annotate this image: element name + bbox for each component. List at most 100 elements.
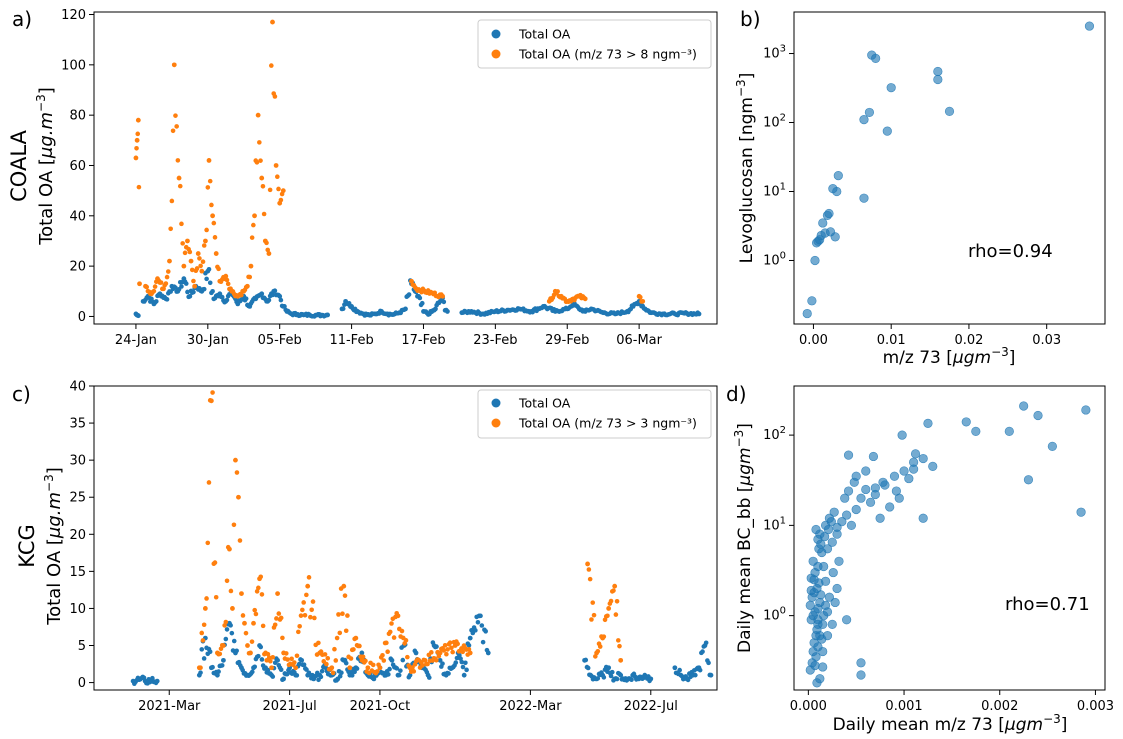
data-point	[223, 273, 229, 279]
data-point	[587, 576, 593, 582]
data-point	[248, 263, 254, 269]
data-point	[363, 658, 368, 664]
data-point	[253, 611, 259, 617]
data-point	[218, 646, 224, 652]
data-point	[325, 312, 331, 318]
data-point	[179, 221, 184, 227]
data-point	[176, 175, 182, 181]
data-point	[816, 539, 826, 549]
data-point	[918, 513, 928, 523]
data-point	[589, 617, 594, 622]
data-point	[243, 296, 249, 301]
panel-c-ylabel-close: ]	[44, 467, 65, 474]
data-point	[357, 643, 362, 649]
legend-label-total-oa-mz73: Total OA (m/z 73 > 8 ngm⁻³)	[518, 47, 697, 62]
data-point	[224, 277, 230, 283]
data-point	[183, 281, 189, 286]
y-tick-label: 102	[763, 113, 786, 131]
data-point	[832, 186, 842, 197]
data-point	[882, 126, 892, 136]
panel-b-ylabel-close: ]	[737, 73, 757, 80]
data-point	[234, 470, 240, 475]
data-point	[213, 594, 219, 600]
data-point	[834, 556, 844, 566]
data-point	[612, 583, 618, 589]
panel-b-ylabel-exp: −3	[734, 79, 748, 97]
data-point	[591, 612, 597, 618]
data-point	[918, 453, 928, 464]
data-point	[878, 477, 888, 487]
data-point	[478, 613, 483, 619]
data-point	[251, 222, 256, 228]
data-point	[426, 675, 432, 680]
panel-d-xlabel-text: Daily mean m/z 73 [	[833, 715, 1005, 735]
data-point	[467, 635, 473, 641]
data-point	[214, 672, 220, 678]
data-point	[325, 655, 331, 661]
data-point	[247, 274, 253, 280]
data-point	[310, 599, 316, 604]
data-point	[188, 258, 194, 264]
data-point	[347, 665, 353, 671]
panel-d-xlabel-mu: μgm	[1004, 715, 1043, 735]
y-tick-label: 100	[763, 250, 786, 268]
data-point	[205, 540, 211, 546]
x-tick-label: 2021-Oct	[350, 699, 411, 714]
data-point	[198, 665, 203, 671]
panel-d-xlabel: Daily mean m/z 73 [μgm−3]	[833, 712, 1068, 735]
data-point	[216, 266, 221, 272]
data-point	[861, 466, 871, 476]
panel-a-yticks: 0 20 40 60 80 100 120	[61, 8, 94, 325]
panel-b-xlabel: m/z 73 [μgm−3]	[883, 345, 1016, 368]
data-point	[201, 622, 207, 628]
data-point	[180, 241, 185, 246]
data-point	[473, 628, 478, 633]
data-point	[475, 619, 481, 625]
data-point	[217, 651, 223, 657]
data-point	[693, 672, 698, 678]
data-point	[260, 183, 266, 189]
data-point	[251, 620, 256, 626]
data-point	[301, 600, 306, 605]
data-point	[864, 107, 875, 118]
data-point	[309, 607, 314, 613]
data-point	[601, 634, 607, 639]
panel-b-series	[802, 21, 1095, 319]
data-point	[233, 457, 238, 463]
y-tick-label: 101	[763, 515, 786, 533]
data-point	[851, 471, 861, 481]
panel-c-ylabel-exp: −3	[42, 474, 56, 492]
data-point	[434, 644, 439, 649]
data-point	[904, 473, 914, 484]
data-point	[167, 258, 172, 264]
data-point	[837, 517, 847, 527]
data-point	[606, 606, 612, 611]
data-point	[231, 522, 237, 528]
data-point	[179, 284, 184, 289]
data-point	[555, 289, 560, 294]
x-tick-label: 11-Feb	[329, 333, 373, 348]
data-point	[856, 670, 866, 680]
panel-d-ylabel-exp: −3	[732, 430, 746, 448]
data-point	[258, 644, 264, 650]
data-point	[446, 671, 451, 676]
data-point	[928, 461, 938, 472]
data-point	[174, 124, 179, 129]
data-point	[638, 294, 643, 300]
y-tick-label: 20	[69, 260, 86, 275]
data-point	[272, 94, 278, 99]
data-point	[842, 510, 852, 520]
data-point	[459, 659, 465, 665]
data-point	[258, 574, 264, 580]
data-point	[606, 665, 612, 671]
data-point	[265, 247, 271, 253]
data-point	[851, 504, 861, 515]
x-tick-label: 17-Feb	[401, 333, 445, 348]
data-point	[810, 255, 820, 266]
data-point	[856, 658, 866, 668]
data-point	[618, 657, 624, 663]
data-point	[351, 647, 356, 652]
panel-c-xticks: 2021-Mar 2021-Jul 2021-Oct 2022-Mar 2022-Jul	[138, 690, 678, 714]
y-tick-label: 100	[61, 58, 86, 73]
data-point	[224, 627, 230, 632]
